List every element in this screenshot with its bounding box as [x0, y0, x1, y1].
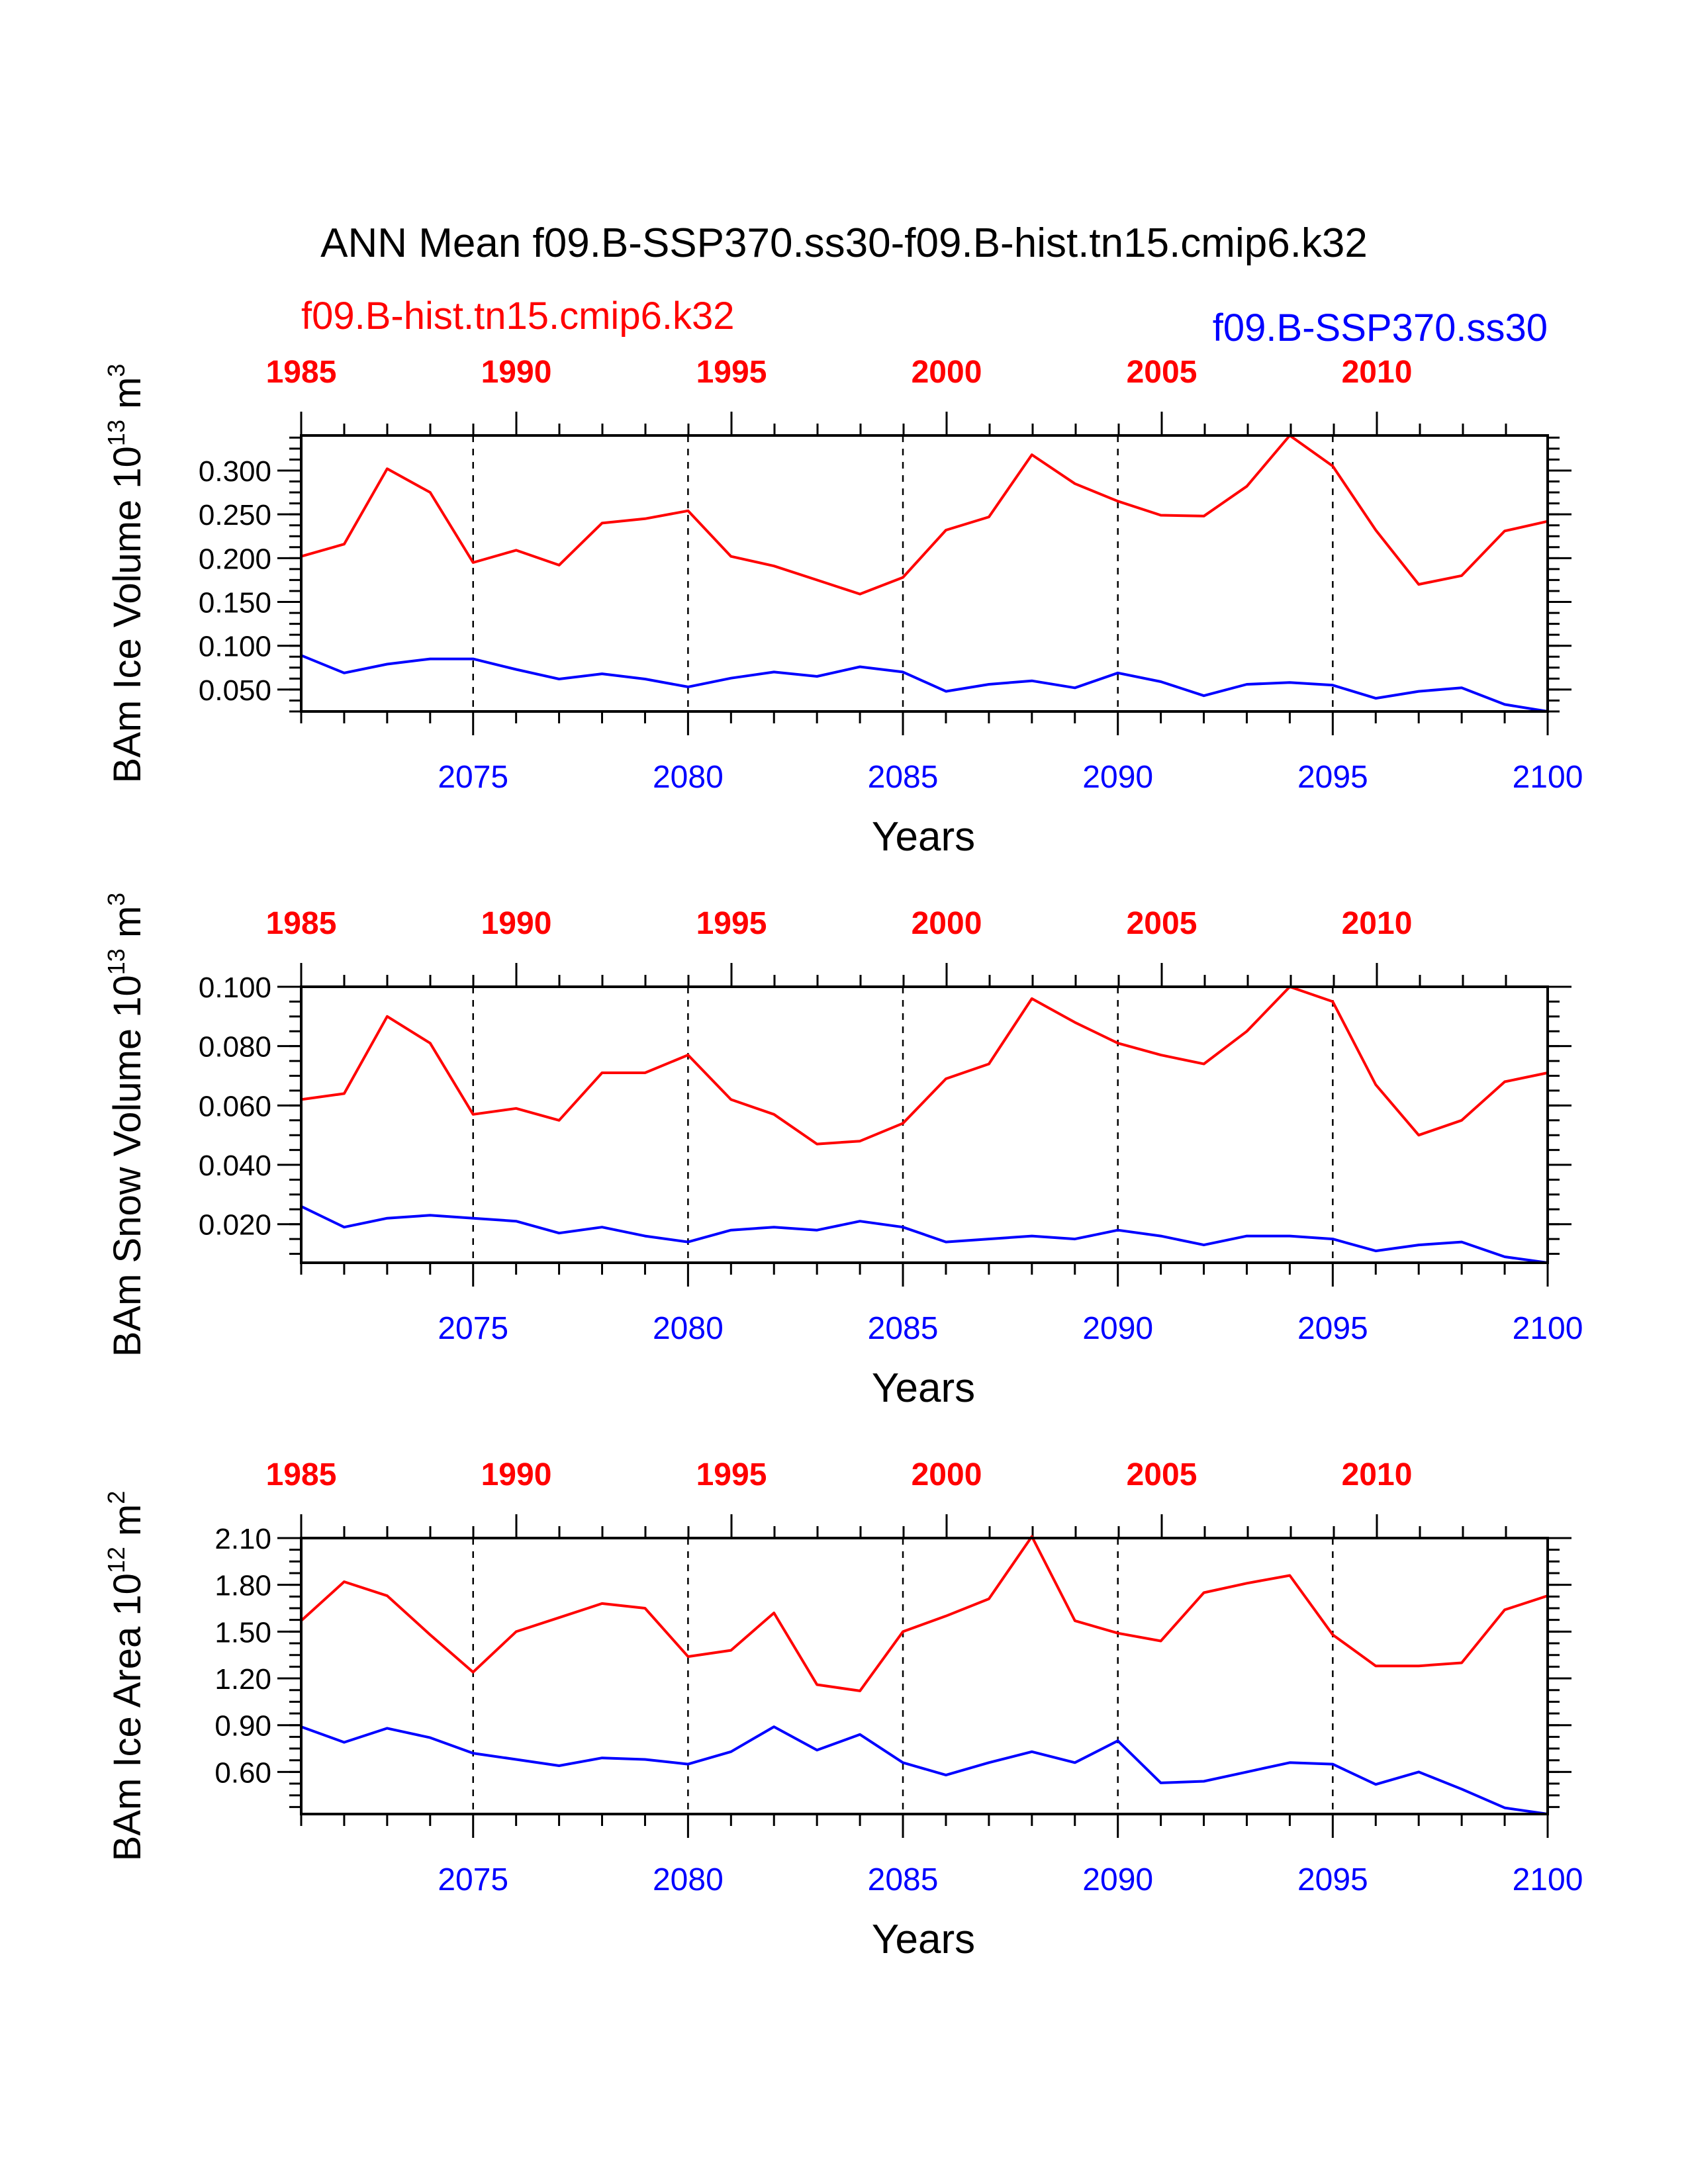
- y-tick-label: 0.90: [214, 1710, 271, 1743]
- x-tick-label-bottom: 2100: [1513, 1311, 1583, 1346]
- x-tick-label-top: 2010: [1342, 1457, 1413, 1492]
- y-tick-label: 0.100: [199, 631, 271, 663]
- plot-frame: [300, 1537, 1549, 1815]
- y-tick-label: 0.150: [199, 587, 271, 619]
- x-tick-label-bottom: 2075: [438, 1311, 508, 1346]
- x-tick-label-bottom: 2090: [1082, 1311, 1153, 1346]
- chart-panel-1: 2075 2080 2085 2090 2095 2100 1985 1990 1995 2000…: [103, 355, 1583, 860]
- legend-ssp-label: f09.B-SSP370.ss30: [1213, 306, 1548, 349]
- series-line-hist: [301, 434, 1548, 596]
- y-tick-label: 0.080: [199, 1031, 271, 1064]
- x-tick-label-top: 1990: [481, 355, 552, 390]
- x-tick-label-bottom: 2095: [1297, 1862, 1368, 1897]
- series-line-ssp: [301, 654, 1548, 713]
- y-axis-label: BAm Ice Area 1012 m2: [103, 1491, 149, 1862]
- x-tick-label-bottom: 2095: [1297, 1311, 1368, 1346]
- x-tick-label-top: 1990: [481, 906, 552, 941]
- series-line-hist: [300, 1535, 1548, 1692]
- y-tick-label: 1.80: [214, 1570, 271, 1602]
- y-axis-label: BAm Ice Volume 1013 m3: [103, 364, 149, 784]
- y-tick-label: 1.20: [214, 1663, 271, 1696]
- x-tick-label-top: 2005: [1127, 906, 1197, 941]
- y-axis-label: BAm Snow Volume 1013 m3: [103, 893, 149, 1357]
- x-tick-label-top: 1985: [266, 355, 337, 390]
- x-tick-label-bottom: 2090: [1082, 1862, 1153, 1897]
- y-tick-label: 0.020: [199, 1209, 271, 1242]
- x-tick-label-top: 2005: [1127, 1457, 1197, 1492]
- chart-panel-3: 2075 2080 2085 2090 2095 2100 1985 1990 1995 2000…: [103, 1457, 1583, 1962]
- x-tick-label-top: 2010: [1342, 355, 1413, 390]
- y-tick-label: 0.060: [199, 1090, 271, 1122]
- x-tick-label-top: 2000: [912, 906, 982, 941]
- x-tick-label-top: 1985: [266, 1457, 337, 1492]
- x-tick-label-bottom: 2090: [1082, 760, 1153, 795]
- x-tick-label-bottom: 2085: [868, 1862, 939, 1897]
- x-axis-label: Years: [872, 1917, 975, 1962]
- x-tick-label-top: 1995: [696, 1457, 767, 1492]
- x-tick-label-top: 1995: [696, 906, 767, 941]
- series-line-ssp: [301, 1205, 1548, 1264]
- x-tick-label-bottom: 2085: [868, 760, 939, 795]
- x-tick-label-bottom: 2080: [653, 1862, 724, 1897]
- x-tick-label-bottom: 2080: [653, 760, 724, 795]
- plot-frame: [300, 985, 1549, 1264]
- plot-frame: [300, 434, 1549, 713]
- y-tick-label: 0.250: [199, 499, 271, 531]
- figure-title: ANN Mean f09.B-SSP370.ss30-f09.B-hist.tn…: [320, 220, 1368, 266]
- x-tick-label-top: 1985: [266, 906, 337, 941]
- x-axis-label: Years: [872, 814, 975, 860]
- y-tick-label: 1.50: [214, 1616, 271, 1649]
- x-tick-label-top: 2005: [1127, 355, 1197, 390]
- x-tick-label-bottom: 2075: [438, 1862, 508, 1897]
- x-tick-label-bottom: 2085: [868, 1311, 939, 1346]
- x-tick-label-bottom: 2080: [653, 1311, 724, 1346]
- x-tick-label-bottom: 2075: [438, 760, 508, 795]
- chart-panels: 2075 2080 2085 2090 2095 2100 1985 1990 1995 2000…: [103, 355, 1583, 1962]
- x-tick-label-bottom: 2100: [1513, 760, 1583, 795]
- y-tick-label: 0.60: [214, 1756, 271, 1789]
- series-line-ssp: [301, 1725, 1548, 1815]
- legend-hist-label: f09.B-hist.tn15.cmip6.k32: [301, 295, 734, 338]
- x-tick-label-top: 2010: [1342, 906, 1413, 941]
- x-tick-label-bottom: 2100: [1513, 1862, 1583, 1897]
- y-tick-label: 0.100: [199, 972, 271, 1004]
- series-line-hist: [301, 985, 1548, 1146]
- x-tick-label-bottom: 2095: [1297, 760, 1368, 795]
- y-tick-label: 0.050: [199, 674, 271, 707]
- x-tick-label-top: 2000: [912, 355, 982, 390]
- x-tick-label-top: 2000: [912, 1457, 982, 1492]
- y-tick-label: 0.040: [199, 1150, 271, 1182]
- x-tick-label-top: 1995: [696, 355, 767, 390]
- x-tick-label-top: 1990: [481, 1457, 552, 1492]
- chart-panel-2: 2075 2080 2085 2090 2095 2100 1985 1990 1995 2000…: [103, 893, 1583, 1411]
- x-axis-label: Years: [872, 1365, 975, 1411]
- y-tick-label: 0.200: [199, 543, 271, 575]
- y-tick-label: 0.300: [199, 455, 271, 488]
- y-tick-label: 2.10: [214, 1523, 271, 1555]
